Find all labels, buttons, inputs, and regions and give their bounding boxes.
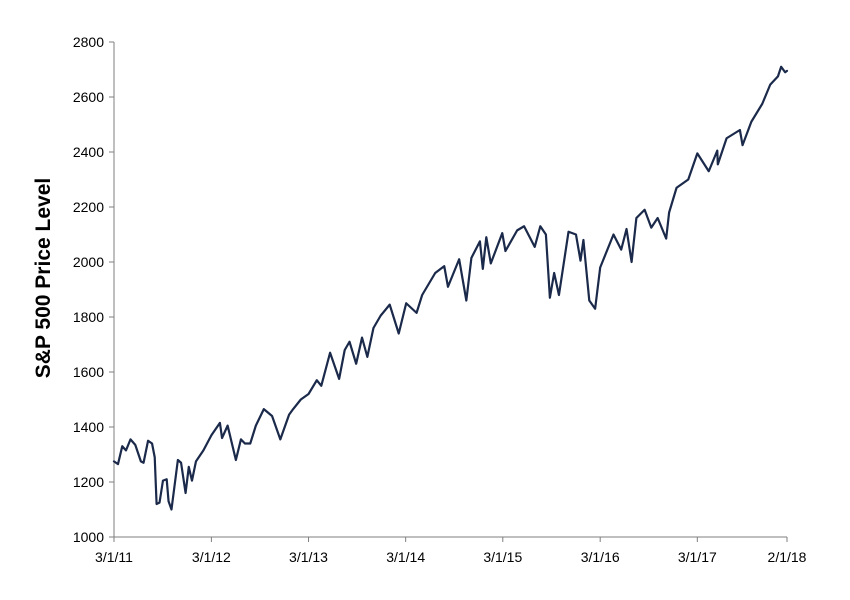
y-tick-group: 1000 1200 1400 1600 1800 2000 2200 2400 2600 2800 bbox=[73, 34, 114, 545]
y-tick-label: 1600 bbox=[73, 364, 104, 380]
y-tick-label: 1400 bbox=[73, 419, 104, 435]
y-tick-label: 2200 bbox=[73, 199, 104, 215]
y-tick-label: 1800 bbox=[73, 309, 104, 325]
sp500-price-line bbox=[112, 65, 789, 511]
x-tick-label: 2/1/18 bbox=[768, 549, 807, 565]
x-tick-label: 3/1/16 bbox=[581, 549, 620, 565]
x-tick-label: 3/1/12 bbox=[192, 549, 231, 565]
x-tick-label: 3/1/15 bbox=[483, 549, 522, 565]
x-tick-label: 3/1/11 bbox=[95, 549, 133, 565]
y-tick-label: 2400 bbox=[73, 144, 104, 160]
y-tick-label: 2600 bbox=[73, 89, 104, 105]
x-tick-group: 3/1/11 3/1/12 3/1/13 3/1/14 3/1/15 3/1/16 3/1/… bbox=[95, 537, 807, 565]
y-tick-label: 1000 bbox=[73, 529, 104, 545]
x-tick-label: 3/1/13 bbox=[289, 549, 328, 565]
x-tick-label: 3/1/17 bbox=[678, 549, 717, 565]
y-axis-label: S&P 500 Price Level bbox=[32, 178, 55, 378]
x-tick-label: 3/1/14 bbox=[386, 549, 425, 565]
y-tick-label: 1200 bbox=[73, 474, 104, 490]
y-tick-label: 2000 bbox=[73, 254, 104, 270]
y-tick-label: 2800 bbox=[73, 34, 104, 50]
